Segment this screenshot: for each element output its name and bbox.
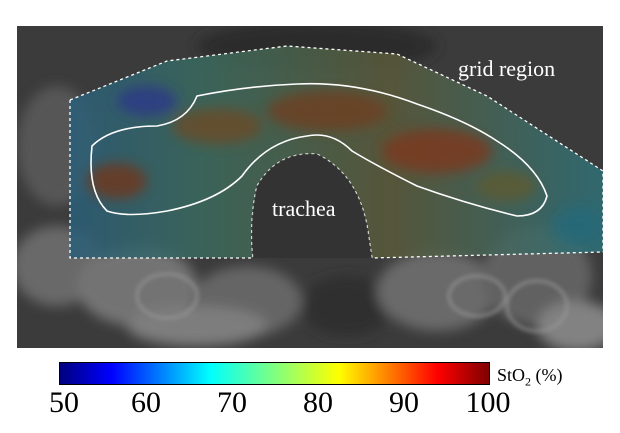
colorbar-tick-50: 50 — [49, 386, 79, 419]
trachea-label: trachea — [272, 196, 336, 221]
colorbar — [59, 362, 490, 385]
colorbar-tick-70: 70 — [217, 386, 247, 419]
colorbar-title: StO2 (%) — [497, 365, 563, 389]
ct-scan-image — [17, 26, 603, 348]
colorbar-tick-90: 90 — [389, 386, 419, 419]
colorbar-tick-60: 60 — [131, 386, 161, 419]
grid-region-label: grid region — [458, 56, 556, 81]
colorbar-tick-80: 80 — [303, 386, 333, 419]
colorbar-tick-100: 100 — [465, 386, 511, 419]
